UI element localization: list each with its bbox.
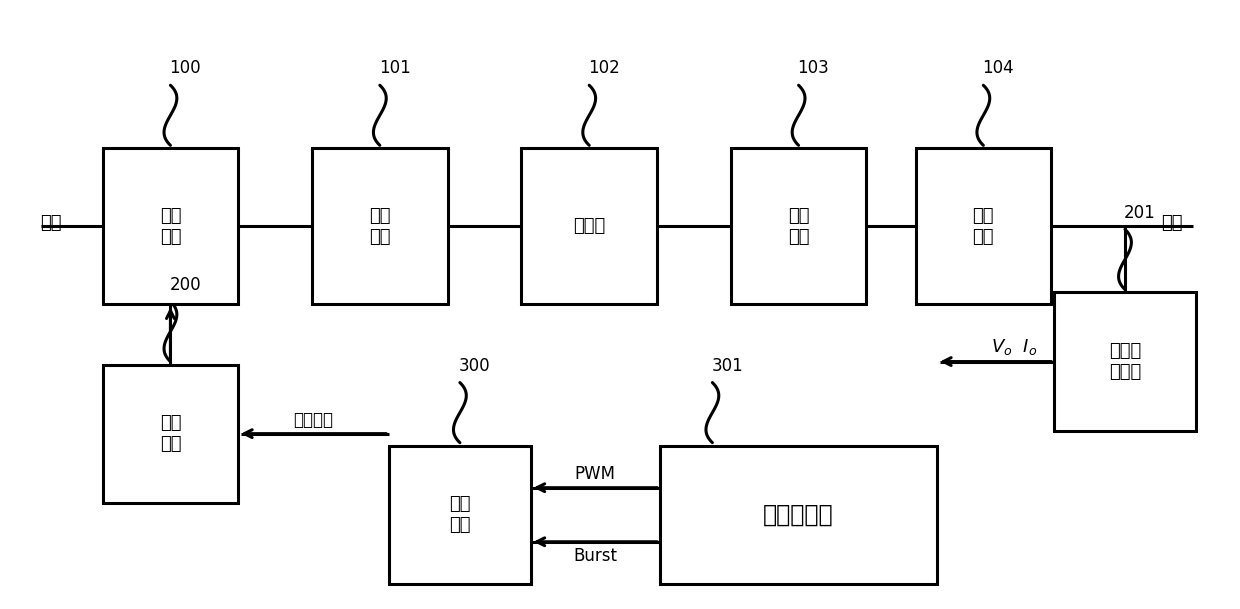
Text: 驱动
电路: 驱动 电路 — [160, 414, 181, 453]
Text: Burst: Burst — [573, 547, 618, 565]
Bar — [660, 446, 937, 584]
Text: 200: 200 — [170, 276, 201, 294]
Text: 整流
电路: 整流 电路 — [787, 207, 810, 246]
Text: 100: 100 — [170, 60, 201, 77]
Text: $V_o$  $I_o$: $V_o$ $I_o$ — [991, 337, 1038, 356]
Bar — [915, 149, 1052, 304]
Bar — [522, 149, 657, 304]
Text: 101: 101 — [378, 60, 410, 77]
Text: 输出检
测电路: 输出检 测电路 — [1109, 342, 1141, 381]
Bar — [312, 149, 448, 304]
Bar — [103, 149, 238, 304]
Text: PWM: PWM — [575, 465, 616, 483]
Text: 桥式
电路: 桥式 电路 — [160, 207, 181, 246]
Text: 300: 300 — [459, 357, 491, 375]
Text: 301: 301 — [712, 357, 743, 375]
Text: 输入: 输入 — [40, 214, 62, 233]
Text: 103: 103 — [797, 60, 830, 77]
Text: 逻辑
与门: 逻辑 与门 — [449, 495, 471, 534]
Text: 输出: 输出 — [1161, 214, 1183, 233]
Bar — [389, 446, 531, 584]
Text: 滤波
电路: 滤波 电路 — [972, 207, 994, 246]
Bar — [730, 149, 867, 304]
Bar — [1054, 292, 1195, 431]
Bar — [103, 365, 238, 502]
Text: 驱动信号: 驱动信号 — [294, 411, 334, 429]
Text: 数字处理器: 数字处理器 — [764, 503, 835, 527]
Text: 102: 102 — [588, 60, 620, 77]
Text: 104: 104 — [982, 60, 1014, 77]
Text: 201: 201 — [1123, 203, 1156, 222]
Text: 谐振
电路: 谐振 电路 — [370, 207, 391, 246]
Text: 变压器: 变压器 — [573, 217, 605, 236]
